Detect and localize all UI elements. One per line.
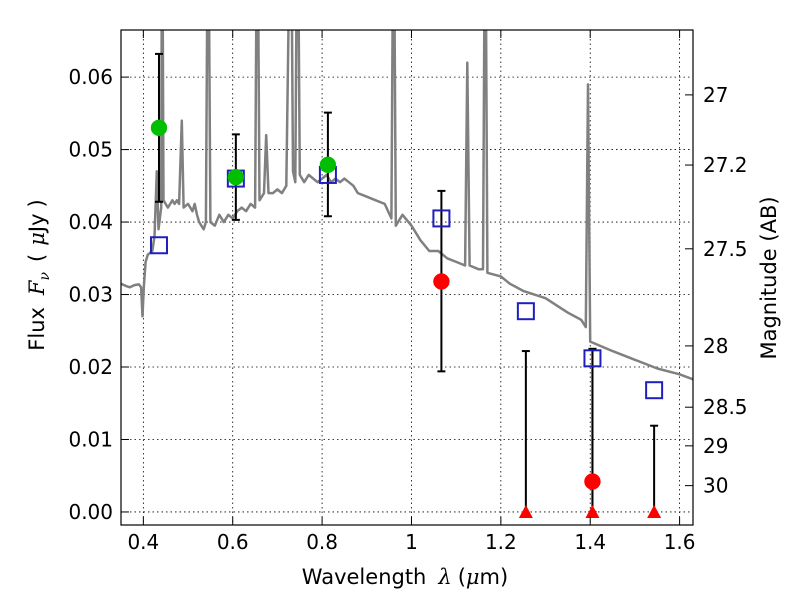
data-point	[584, 473, 601, 490]
x-axis-label: Wavelength λ (μm)	[302, 565, 508, 589]
y-axis-label: FluxFν(μJy)	[25, 199, 53, 350]
y2-axis-label: Magnitude (AB)	[757, 196, 781, 359]
y2-tick-label: 28	[703, 334, 728, 358]
spectrum-line	[121, 30, 693, 381]
x-tick-label: 1.6	[664, 530, 696, 554]
x-tick-label: 0.8	[306, 530, 338, 554]
y-tick-label: 0.00	[68, 500, 113, 524]
y2-tick-label: 27.2	[703, 153, 748, 177]
y2-tick-label: 30	[703, 474, 728, 498]
x-tick-label: 1	[405, 530, 418, 554]
data-point	[319, 156, 337, 174]
data-marks	[149, 52, 664, 518]
y-tick-label: 0.06	[68, 65, 113, 89]
y2-tick-label: 27.5	[703, 237, 748, 261]
data-point	[433, 273, 450, 290]
x-tick-label: 1.2	[485, 530, 517, 554]
model-photometry-point	[432, 209, 451, 228]
y2-tick-label: 29	[703, 434, 728, 458]
x-tick-label: 1.4	[574, 530, 606, 554]
model-photometry-point	[645, 381, 664, 400]
y-tick-label: 0.01	[68, 427, 113, 451]
data-point	[150, 119, 168, 137]
model-photometry-point	[583, 349, 602, 368]
y-tick-label: 0.02	[68, 355, 113, 379]
model-photometry-point	[516, 302, 535, 321]
upper-limit-marker	[647, 504, 662, 518]
y-tick-label: 0.03	[68, 283, 113, 307]
y-tick-label: 0.04	[68, 210, 113, 234]
x-tick-label: 0.4	[127, 530, 159, 554]
y-tick-label: 0.05	[68, 138, 113, 162]
model-photometry-point	[149, 236, 168, 255]
y2-tick-label: 28.5	[703, 395, 748, 419]
upper-limit-marker	[518, 504, 533, 518]
data-point	[227, 168, 245, 186]
y2-tick-label: 27	[703, 83, 728, 107]
plot-frame	[120, 29, 694, 526]
x-tick-label: 0.6	[217, 530, 249, 554]
axis-ticks: 0.4 0.6 0.8 1 1.2 1.4 1.6 0.00 0.01 0.02 0.03 0.04 0…	[68, 30, 748, 554]
upper-limit-marker	[585, 504, 600, 518]
